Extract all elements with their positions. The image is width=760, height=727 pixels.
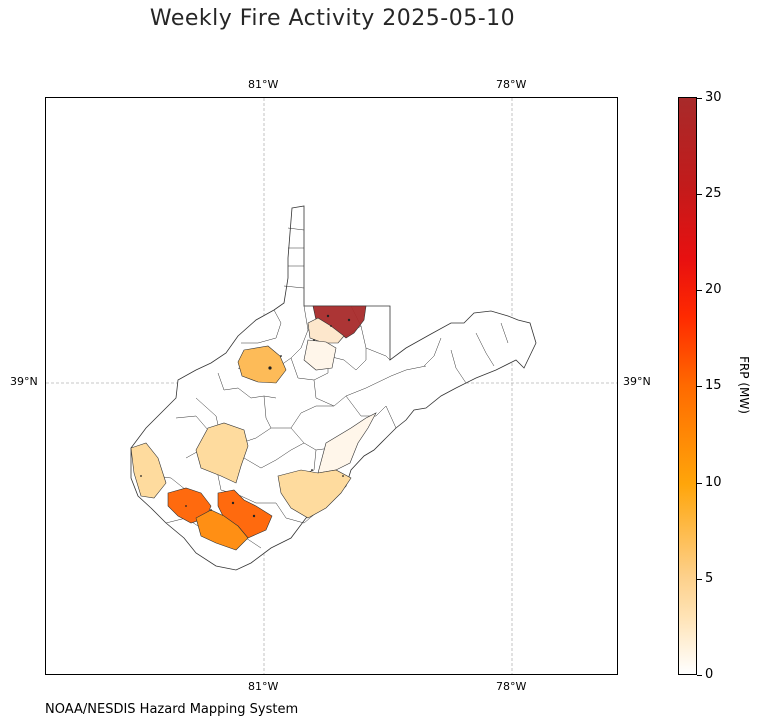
fire-detections: [140, 314, 351, 518]
lon-label-bottom-78w: 78°W: [496, 680, 527, 693]
county-frp-1-north: [303, 339, 337, 371]
colorbar-tick-label: 5: [705, 571, 714, 586]
colorbar-tick-label: 25: [705, 186, 722, 201]
colorbar-tick: [697, 579, 702, 580]
colorbar-tick: [697, 675, 702, 676]
colorbar-tick: [697, 290, 702, 291]
county-frp-13-east: [217, 489, 273, 539]
colorbar-tick: [697, 194, 702, 195]
lat-label-left-39n: 39°N: [10, 375, 38, 388]
county-frp-7: [237, 345, 287, 384]
lon-label-bottom-81w: 81°W: [248, 680, 279, 693]
colorbar-tick: [697, 483, 702, 484]
lat-label-right-39n: 39°N: [623, 375, 651, 388]
map-frame: [45, 97, 618, 675]
lon-label-top-81w: 81°W: [248, 78, 279, 91]
colorbar-tick-label: 15: [705, 378, 722, 393]
colorbar-tick: [697, 98, 702, 99]
frp-colorbar: [678, 97, 697, 675]
west-virginia-map: [46, 98, 617, 674]
county-frp-4-west: [130, 442, 167, 499]
colorbar-label: FRP (MW): [737, 356, 751, 414]
county-frp-2-north: [307, 317, 345, 344]
county-frp-4-south: [277, 469, 352, 519]
colorbar-tick-label: 10: [705, 475, 722, 490]
county-frp-4-central: [195, 422, 249, 484]
lon-label-top-78w: 78°W: [496, 78, 527, 91]
colorbar-tick-label: 30: [705, 90, 722, 105]
map-title: Weekly Fire Activity 2025-05-10: [149, 6, 516, 31]
colorbar-tick-label: 20: [705, 282, 722, 297]
county-frp-11: [195, 509, 249, 551]
colorbar-tick: [697, 386, 702, 387]
colorbar-tick-label: 0: [705, 667, 714, 682]
source-credit: NOAA/NESDIS Hazard Mapping System: [45, 702, 299, 717]
